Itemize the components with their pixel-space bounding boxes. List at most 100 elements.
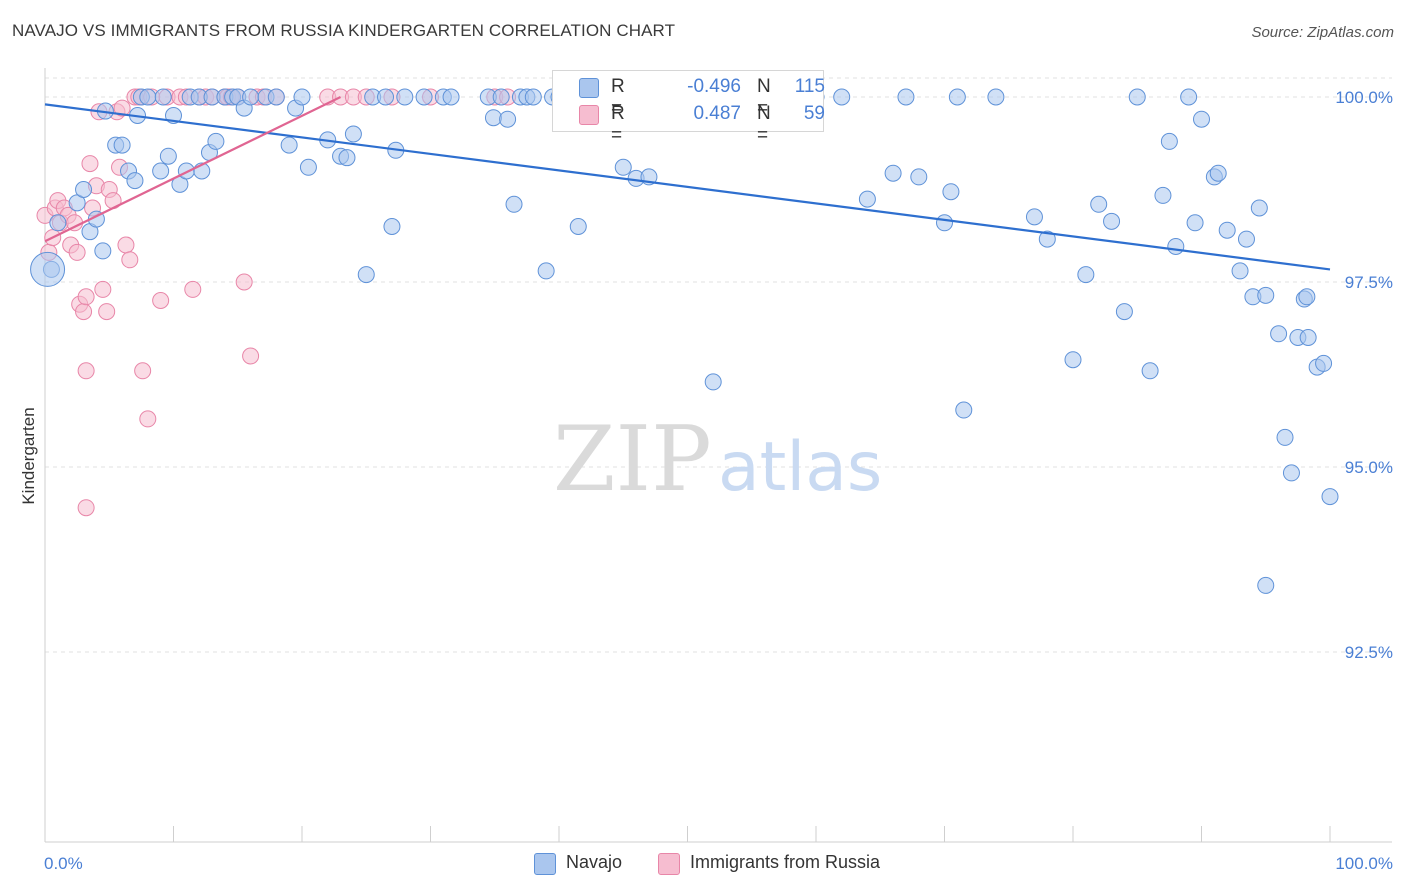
navajo-point (1298, 288, 1316, 306)
navajo-point (280, 136, 298, 154)
axes (44, 68, 1392, 843)
navajo-swatch (534, 853, 556, 875)
y-tick-label: 100.0% (1335, 88, 1393, 107)
navajo-point (987, 88, 1005, 106)
russia-point (77, 362, 95, 380)
russia-point (75, 303, 93, 321)
source-label: Source: ZipAtlas.com (1251, 24, 1394, 41)
r-label: R = (611, 103, 625, 146)
navajo-points (30, 88, 1339, 594)
navajo-point (207, 132, 225, 150)
navajo-swatch (579, 78, 599, 98)
navajo-point-large (30, 251, 66, 287)
navajo-point (1186, 214, 1204, 232)
navajo-point (299, 158, 317, 176)
legend-label-russia: Immigrants from Russia (690, 852, 881, 872)
y-tick-label: 95.0% (1345, 458, 1393, 477)
navajo-point (396, 88, 414, 106)
grid-lines (45, 77, 1392, 653)
navajo-point (1315, 354, 1333, 372)
navajo-point (1025, 208, 1043, 226)
navajo-point (177, 162, 195, 180)
navajo-point (1167, 237, 1185, 255)
navajo-point (383, 218, 401, 235)
navajo-point (910, 168, 928, 186)
russia-point (98, 303, 116, 321)
navajo-point (357, 266, 375, 284)
russia-point (242, 347, 260, 365)
russia-swatch (658, 853, 680, 875)
navajo-point (1276, 428, 1294, 446)
russia-trend-line (44, 96, 342, 243)
navajo-point (1154, 186, 1172, 204)
russia-point (68, 243, 86, 261)
navajo-point (569, 218, 587, 235)
navajo-point (113, 136, 131, 154)
navajo-point (1209, 164, 1227, 182)
navajo-point (499, 110, 517, 128)
navajo-point (75, 181, 93, 198)
navajo-point (1038, 230, 1056, 248)
navajo-point (1064, 351, 1082, 369)
navajo-point (1231, 262, 1249, 280)
russia-point (121, 251, 139, 269)
chart-title: NAVAJO VS IMMIGRANTS FROM RUSSIA KINDERG… (12, 21, 676, 40)
russia-point (77, 288, 95, 306)
navajo-point (1257, 286, 1275, 304)
russia-points (36, 88, 517, 517)
y-axis-label: Kindergarten (19, 407, 38, 504)
navajo-point (139, 88, 157, 106)
navajo-point (1299, 329, 1317, 346)
navajo-point (154, 88, 172, 106)
r-value: 0.487 (693, 103, 741, 124)
navajo-trend-line (44, 103, 1331, 271)
navajo-point (936, 214, 953, 232)
navajo-point (833, 88, 851, 106)
russia-point (134, 362, 152, 380)
navajo-point (955, 401, 973, 419)
n-value: 115 (794, 76, 825, 97)
navajo-point (1237, 230, 1255, 248)
navajo-point (614, 158, 632, 176)
navajo-point (524, 88, 542, 106)
navajo-point (1077, 266, 1095, 284)
russia-point (235, 273, 253, 291)
navajo-point (1270, 325, 1288, 343)
navajo-point (49, 214, 67, 232)
navajo-point (1103, 212, 1121, 230)
russia-swatch (579, 105, 599, 125)
navajo-point (492, 88, 510, 106)
navajo-point (377, 88, 395, 106)
r-label: R = (611, 76, 625, 119)
navajo-point (1141, 362, 1159, 380)
correlation-legend: R = -0.496 N = 115 R = 0.487 N = 59 (552, 70, 825, 146)
navajo-point (942, 183, 960, 201)
navajo-point (267, 88, 285, 106)
russia-point (184, 280, 202, 298)
navajo-point (338, 149, 356, 167)
navajo-point (1180, 88, 1198, 106)
navajo-point (897, 88, 915, 106)
tick-labels: 100.0% 97.5% 95.0% 92.5% 0.0% 100.0% (44, 88, 1393, 873)
russia-point (117, 236, 135, 254)
x-tick-label: 0.0% (44, 854, 83, 873)
navajo-point (858, 190, 876, 208)
navajo-point (126, 172, 144, 190)
navajo-point (152, 162, 170, 180)
navajo-point (1321, 488, 1339, 506)
navajo-point (1218, 221, 1236, 239)
navajo-point (1090, 195, 1108, 213)
trend-lines (44, 96, 1331, 271)
navajo-point (505, 195, 523, 213)
n-label: N = (757, 103, 771, 146)
navajo-point (1250, 199, 1268, 217)
y-tick-label: 97.5% (1345, 273, 1393, 292)
navajo-point (242, 88, 260, 106)
n-value: 59 (803, 103, 825, 124)
navajo-point (293, 88, 311, 106)
russia-point (81, 155, 99, 173)
navajo-point (344, 125, 362, 143)
russia-point (94, 280, 112, 298)
navajo-point (1160, 132, 1178, 150)
